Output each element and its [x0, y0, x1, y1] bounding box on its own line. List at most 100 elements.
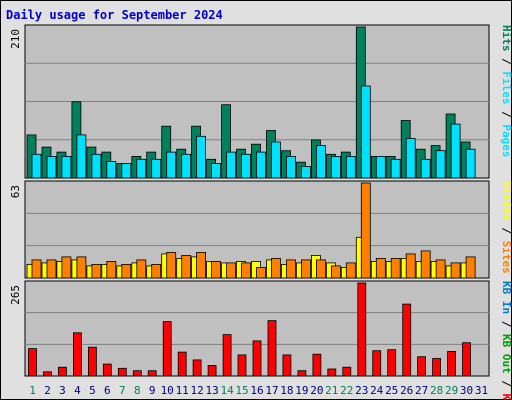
bar-kb-f-day-17 — [267, 320, 277, 377]
bar-kb-f-day-24 — [372, 350, 382, 377]
bar-sites-day-6 — [106, 260, 117, 279]
bar-files-day-12 — [196, 135, 207, 179]
x-label-day-6: 6 — [104, 384, 111, 397]
x-label-day-18: 18 — [280, 384, 293, 397]
y-max-label: 63 — [9, 185, 22, 198]
x-label-day-25: 25 — [385, 384, 398, 397]
bar-kb-f-day-22 — [342, 366, 352, 377]
bar-hits-day-14 — [221, 104, 232, 179]
bar-files-day-21 — [330, 155, 341, 179]
bar-kb-f-day-11 — [177, 351, 187, 377]
bar-files-day-28 — [435, 150, 446, 179]
bar-kb-f-day-20 — [312, 353, 322, 377]
bar-sites-day-10 — [166, 251, 177, 279]
x-label-day-3: 3 — [59, 384, 66, 397]
bar-files-day-6 — [106, 161, 117, 179]
bar-sites-day-29 — [450, 262, 461, 279]
bar-files-day-11 — [181, 153, 192, 179]
legend-separator: / — [500, 374, 512, 394]
bar-kb-f-day-6 — [102, 363, 112, 377]
bar-files-day-9 — [151, 158, 162, 179]
x-label-day-1: 1 — [29, 384, 36, 397]
x-label-day-30: 30 — [460, 384, 473, 397]
bar-files-day-10 — [166, 151, 177, 179]
x-label-day-20: 20 — [310, 384, 323, 397]
bar-kb-f-day-3 — [58, 366, 67, 377]
legend-separator: / — [500, 105, 512, 125]
bar-files-day-13 — [211, 163, 222, 179]
bar-kb-f-day-15 — [237, 354, 247, 377]
bar-kb-f-day-4 — [73, 332, 82, 377]
bar-files-day-27 — [420, 158, 431, 179]
bar-files-day-14 — [226, 151, 237, 179]
bar-kb-f-day-28 — [432, 358, 442, 377]
panel-1: 210 Hits / Files / Pages — [9, 24, 512, 179]
x-label-day-24: 24 — [370, 384, 384, 397]
legend-item: KB F — [500, 394, 512, 400]
bar-sites-day-11 — [181, 254, 192, 279]
bar-files-day-29 — [450, 123, 461, 179]
bar-sites-day-9 — [151, 263, 162, 279]
legend: Hits / Files / Pages — [500, 25, 512, 158]
bar-kb-f-day-21 — [327, 368, 337, 377]
x-label-day-21: 21 — [325, 384, 338, 397]
bar-kb-f-day-10 — [162, 321, 172, 377]
legend-item: Visits — [500, 181, 512, 221]
bar-files-day-5 — [91, 153, 102, 179]
x-axis-labels: 1 2 3 4 5 6 7 8 9 10 11 12 13 14 15 16 17 18 19 20 21 22 23 24 2… — [29, 384, 488, 397]
bar-sites-day-5 — [91, 263, 102, 279]
bar-sites-day-23 — [360, 182, 371, 279]
bar-sites-day-24 — [375, 257, 386, 279]
bar-sites-day-7 — [121, 263, 132, 279]
x-label-day-27: 27 — [415, 384, 428, 397]
bar-sites-day-15 — [241, 262, 251, 279]
bar-sites-day-22 — [345, 262, 356, 279]
x-label-day-9: 9 — [149, 384, 156, 397]
bar-kb-f-day-1 — [28, 348, 37, 377]
bar-files-day-22 — [345, 155, 356, 179]
x-label-day-26: 26 — [400, 384, 413, 397]
x-label-day-4: 4 — [74, 384, 81, 397]
legend-item: Pages — [500, 124, 512, 157]
chart-title: Daily usage for September 2024 — [6, 8, 223, 22]
x-label-day-28: 28 — [430, 384, 443, 397]
bar-sites-day-20 — [315, 259, 326, 279]
x-label-day-16: 16 — [250, 384, 263, 397]
bar-sites-day-8 — [136, 259, 147, 279]
x-label-day-29: 29 — [445, 384, 458, 397]
x-label-day-31: 31 — [475, 384, 488, 397]
bar-kb-f-day-7 — [117, 367, 127, 377]
bar-files-day-19 — [300, 166, 311, 179]
bar-kb-f-day-18 — [282, 354, 292, 377]
bar-kb-f-day-5 — [88, 346, 97, 377]
bar-kb-f-day-13 — [207, 365, 217, 377]
y-max-label: 265 — [9, 285, 22, 305]
bar-files-day-20 — [315, 145, 326, 179]
bar-sites-day-19 — [300, 259, 311, 279]
legend-separator: / — [500, 52, 512, 72]
x-label-day-23: 23 — [355, 384, 368, 397]
bar-kb-f-day-19 — [297, 370, 307, 377]
bar-kb-f-day-12 — [192, 359, 202, 377]
bar-files-day-7 — [121, 163, 132, 179]
x-label-day-15: 15 — [235, 384, 248, 397]
x-label-day-8: 8 — [134, 384, 141, 397]
x-label-day-19: 19 — [295, 384, 308, 397]
bar-files-day-24 — [375, 155, 386, 179]
x-label-day-7: 7 — [119, 384, 126, 397]
bar-sites-day-2 — [46, 259, 57, 279]
bar-sites-day-28 — [435, 259, 446, 279]
bar-files-day-1 — [31, 153, 42, 179]
legend-separator: / — [500, 314, 512, 334]
x-label-day-22: 22 — [340, 384, 353, 397]
bar-kb-f-day-2 — [43, 371, 52, 377]
legend-item: KB Out — [500, 334, 512, 374]
bar-kb-f-day-25 — [387, 349, 397, 377]
legend-item: Sites — [500, 241, 512, 274]
legend: Visits / Sites — [500, 181, 512, 274]
bar-kb-f-day-30 — [462, 342, 471, 377]
legend: KB In / KB Out / KB F — [500, 281, 512, 400]
